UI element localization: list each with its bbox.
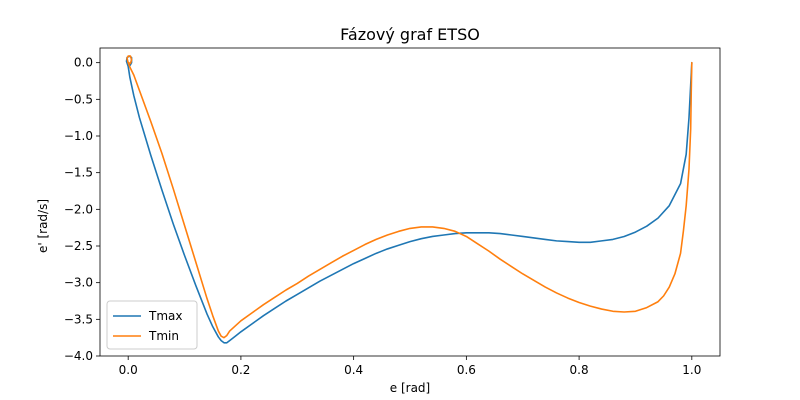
y-tick-label: −3.0 <box>64 276 93 290</box>
series-line-tmin <box>126 55 693 339</box>
y-tick-label: 0.0 <box>74 56 93 70</box>
x-tick-label: 0.6 <box>457 363 476 377</box>
legend-box <box>106 300 198 350</box>
x-axis-label: e [rad] <box>390 381 430 395</box>
y-tick-label: −0.5 <box>64 92 93 106</box>
y-tick-label: −2.0 <box>64 202 93 216</box>
series-line-tmax <box>125 55 693 344</box>
y-tick-label: −1.0 <box>64 129 93 143</box>
x-tick-label: 0.2 <box>231 363 250 377</box>
y-tick-label: −2.5 <box>64 239 93 253</box>
legend-label-tmin: Tmin <box>148 329 179 343</box>
legend-label-tmax: Tmax <box>148 309 182 323</box>
legend: Tmax Tmin <box>106 300 198 350</box>
plot-frame <box>99 47 721 357</box>
y-tick-label: −3.5 <box>64 312 93 326</box>
plot-area: 0.0 0.2 0.4 0.6 0.8 1.0 0.0 −0.5 −1.0 −1.5 −2.0 −2.… <box>64 47 721 377</box>
y-tick-label: −1.5 <box>64 166 93 180</box>
chart-title: Fázový graf ETSO <box>340 25 480 44</box>
x-tick-label: 0.4 <box>344 363 363 377</box>
y-axis-label: e' [rad/s] <box>36 199 50 253</box>
x-tick-label: 0.0 <box>119 363 138 377</box>
y-tick-label: −4.0 <box>64 349 93 363</box>
x-tick-label: 0.8 <box>570 363 589 377</box>
x-tick-label: 1.0 <box>682 363 701 377</box>
